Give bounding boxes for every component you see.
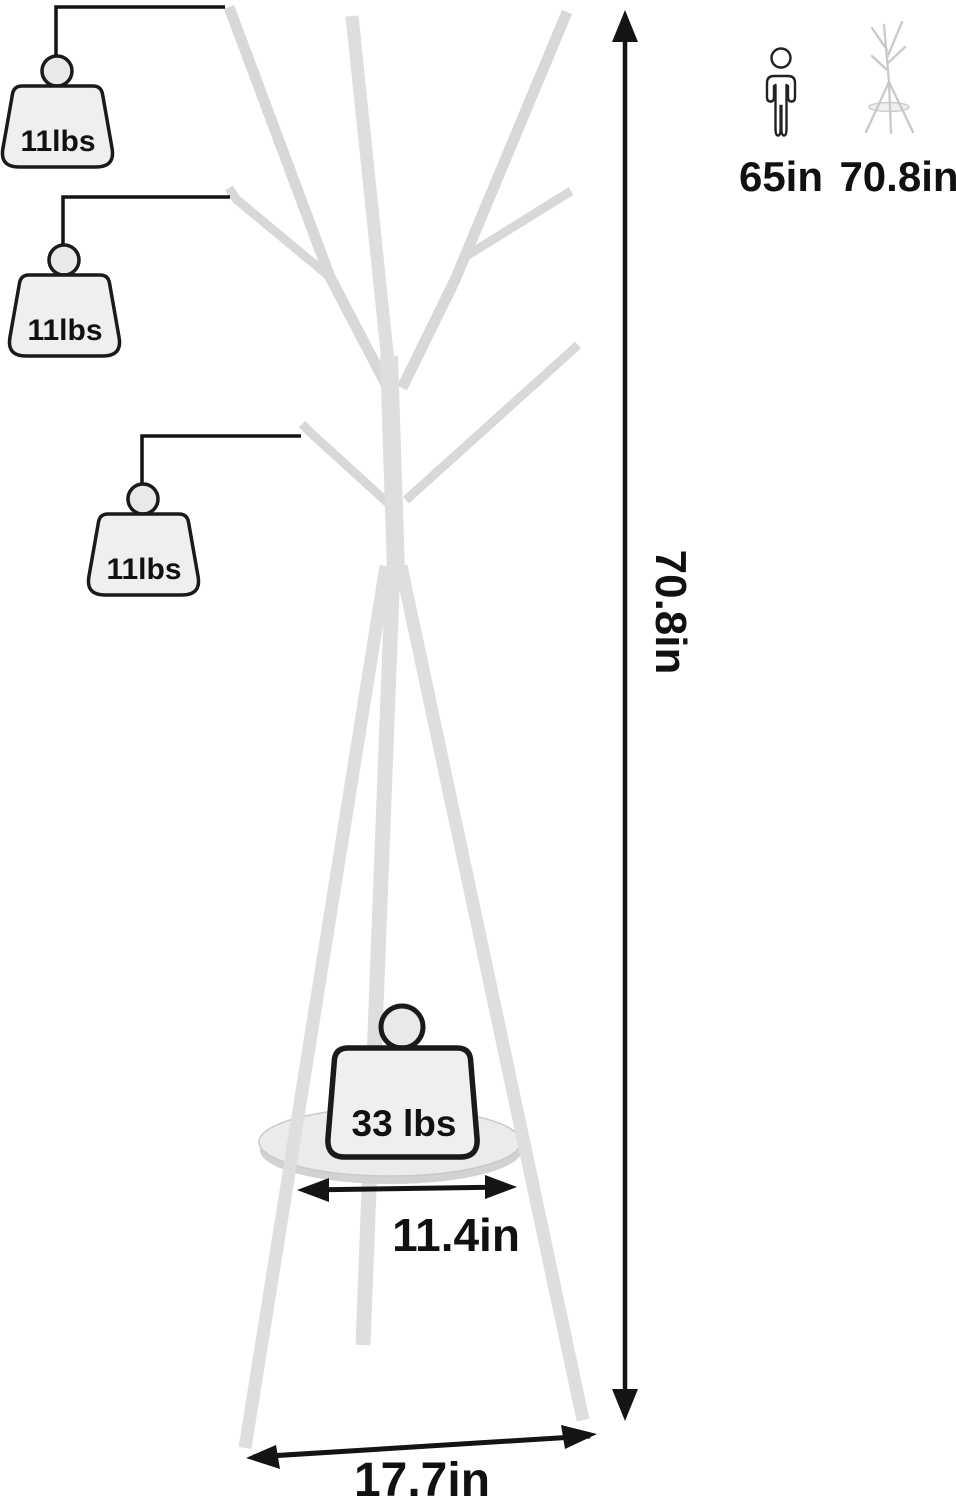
height-dimension: 70.8in (612, 10, 695, 1421)
kettlebell-weight-icon (126, 482, 160, 516)
trunk (380, 355, 405, 573)
weight-1-label: 11lbs (20, 125, 95, 158)
branch-lower-right (402, 341, 582, 504)
left-arrow-icon (297, 1178, 329, 1202)
shelf-diameter-dimension: 11.4in (297, 1175, 520, 1261)
shelf-diameter-label: 11.4in (392, 1209, 520, 1261)
kettlebell-weight-icon (47, 243, 81, 277)
weight-connectors (54, 5, 301, 498)
down-arrow-icon (612, 1389, 638, 1421)
base-width-label: 17.7in (354, 1454, 490, 1500)
coat-rack-mini-icon (864, 20, 915, 135)
right-arrow-icon (485, 1175, 517, 1199)
weight-body (7, 273, 122, 358)
connector-weight-3 (140, 434, 301, 498)
weight-capacity-1: 11lbs (0, 54, 115, 169)
weight-body (86, 512, 201, 597)
branch-upper-right (397, 9, 573, 391)
left-arrow-icon (246, 1445, 280, 1469)
connector-weight-2 (61, 195, 230, 262)
branch-center (345, 15, 395, 363)
leg-right (394, 564, 590, 1422)
kettlebell-weight-icon (40, 54, 74, 88)
weight-capacity-3: 11lbs (86, 482, 201, 597)
center-pole (355, 565, 401, 1346)
weight-body (0, 84, 115, 169)
person-height-label: 65in (739, 153, 823, 200)
leg-left (238, 564, 393, 1450)
branch-left-hook (225, 185, 333, 281)
shelf-weight-capacity: 33 lbs (325, 1003, 480, 1160)
shelf-weight-label: 33 lbs (352, 1103, 457, 1144)
kettlebell-weight-icon (378, 1003, 426, 1051)
up-arrow-icon (612, 10, 638, 42)
rack-height-label: 70.8in (839, 153, 956, 200)
weight-2-label: 11lbs (27, 314, 102, 347)
weight-3-label: 11lbs (106, 553, 181, 586)
dimension-line-base (252, 1433, 591, 1460)
height-dimension-label: 70.8in (646, 550, 695, 675)
base-width-dimension: 17.7in (246, 1425, 597, 1500)
size-comparison: 65in 70.8in (739, 20, 956, 200)
weight-body (325, 1045, 480, 1160)
weight-capacity-2: 11lbs (7, 243, 122, 358)
dimension-line-shelf (304, 1184, 510, 1193)
connector-weight-1 (54, 5, 225, 72)
person-outline-icon (765, 47, 797, 137)
branch-lower-left-hook (298, 420, 394, 509)
right-arrow-icon (561, 1425, 597, 1449)
branch-mid-right (465, 187, 574, 259)
